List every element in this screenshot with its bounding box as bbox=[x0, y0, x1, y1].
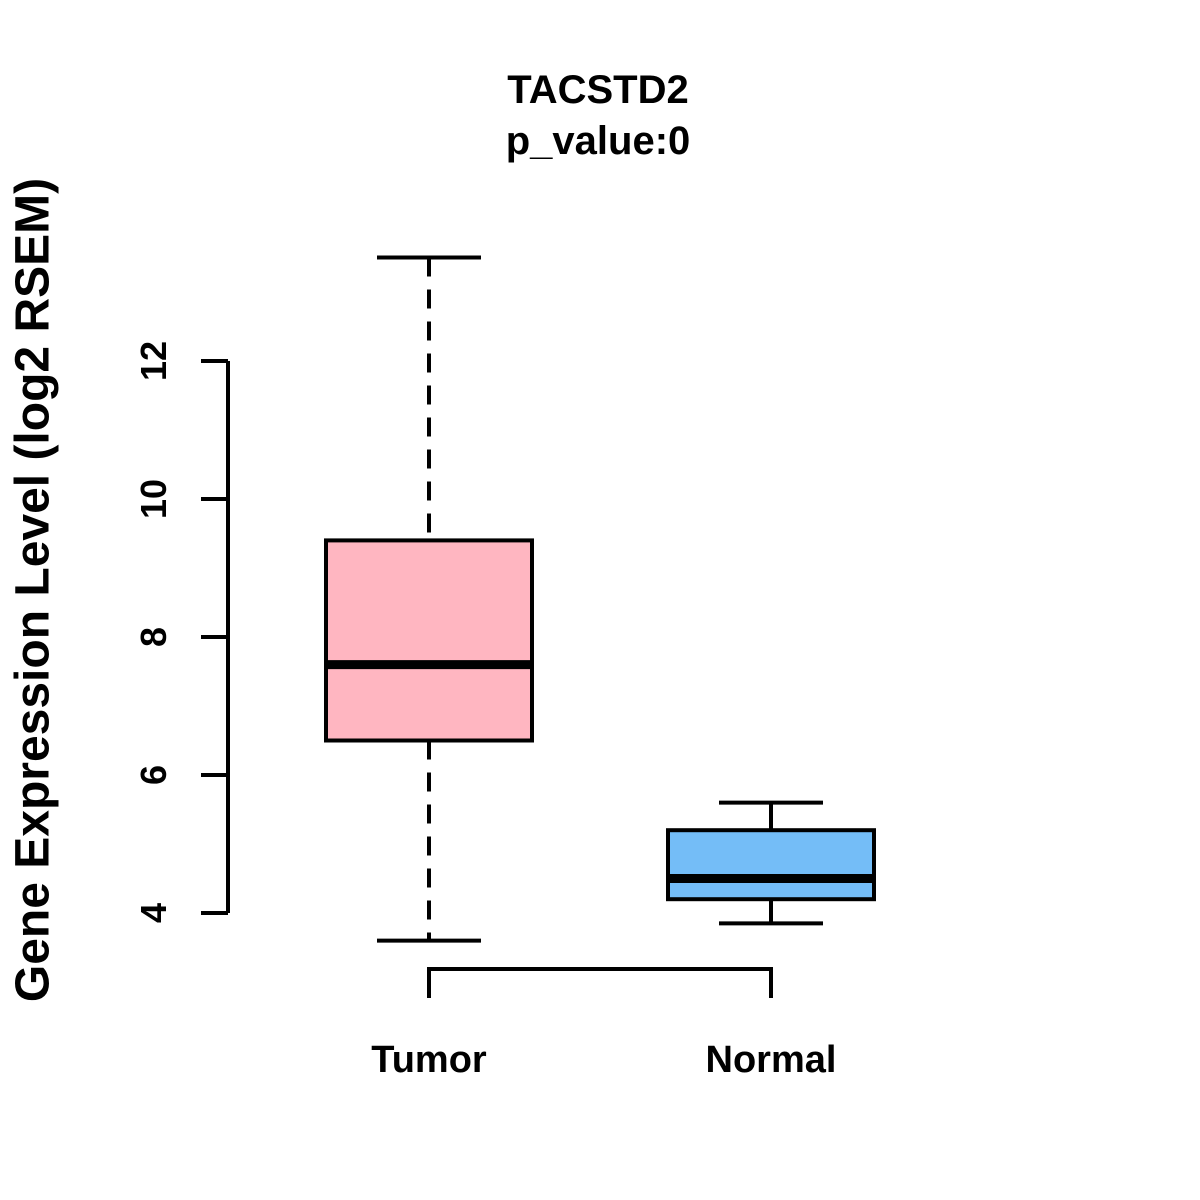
y-tick-label: 4 bbox=[133, 903, 174, 923]
normal-box bbox=[666, 828, 876, 902]
y-tick-label: 6 bbox=[133, 765, 174, 785]
chart-title: TACSTD2 bbox=[507, 68, 689, 112]
tumor-box bbox=[324, 538, 534, 743]
x-category-label-normal: Normal bbox=[706, 1039, 837, 1081]
chart-subtitle: p_value:0 bbox=[505, 119, 691, 163]
comparison-bracket bbox=[427, 967, 773, 998]
x-category-label-tumor: Tumor bbox=[371, 1039, 487, 1081]
y-tick-label: 12 bbox=[133, 341, 174, 381]
y-tick-label: 10 bbox=[133, 479, 174, 519]
y-tick-label: 8 bbox=[133, 627, 174, 647]
